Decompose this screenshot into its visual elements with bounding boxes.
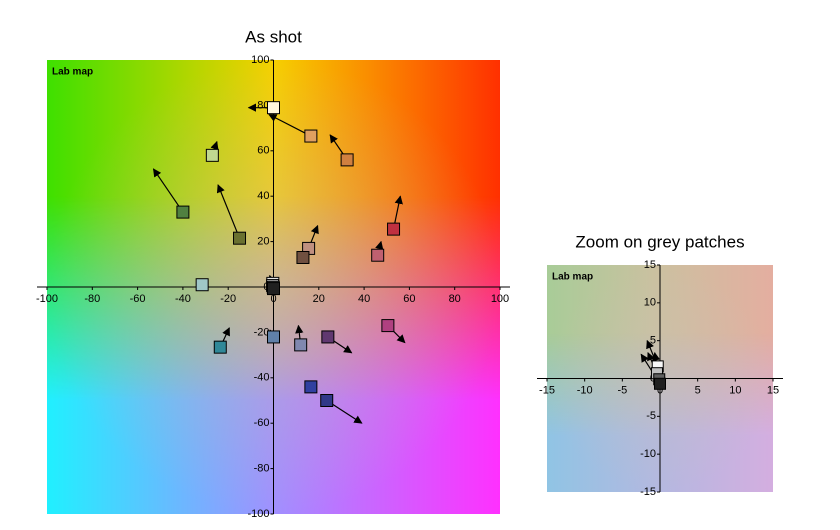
x-tick-label: 80 — [449, 293, 461, 305]
patch — [320, 394, 334, 407]
patch — [205, 148, 219, 162]
patch — [294, 338, 308, 352]
x-tick-label: -10 — [577, 384, 593, 396]
x-tick-label: -40 — [175, 293, 191, 305]
y-tick-label: 40 — [257, 190, 269, 202]
x-tick-label: 5 — [695, 384, 701, 396]
x-tick-label: -5 — [617, 384, 627, 396]
y-tick-label: -60 — [254, 417, 270, 429]
x-tick-label: 100 — [491, 293, 509, 305]
patch — [304, 380, 318, 394]
x-tick-label: -20 — [220, 293, 236, 305]
patch — [195, 278, 209, 292]
patch — [267, 282, 280, 296]
plot-label: Lab map — [552, 272, 593, 283]
y-tick-label: -40 — [254, 372, 270, 384]
x-tick-label: 0 — [270, 293, 276, 305]
y-tick-label: -100 — [247, 508, 269, 520]
y-tick-label: 15 — [644, 259, 656, 271]
patch — [267, 330, 280, 344]
y-tick-label: 60 — [257, 145, 269, 157]
patch — [654, 377, 666, 390]
x-tick-label: -15 — [539, 384, 555, 396]
y-tick-label: 5 — [650, 335, 656, 347]
chart-title: As shot — [245, 27, 302, 46]
shift-arrow — [216, 184, 241, 239]
x-tick-label: 20 — [313, 293, 325, 305]
patch — [381, 319, 395, 333]
patch — [213, 340, 227, 354]
y-tick-label: 100 — [251, 54, 269, 66]
y-tick-label: -10 — [640, 448, 656, 460]
y-tick-label: 20 — [257, 236, 269, 248]
y-tick-label: -20 — [254, 326, 270, 338]
patch — [304, 129, 318, 143]
chart-title: Zoom on grey patches — [575, 232, 744, 251]
patch — [321, 330, 335, 344]
x-tick-label: 0 — [657, 384, 663, 396]
x-tick-label: 40 — [358, 293, 370, 305]
y-tick-label: -15 — [640, 486, 656, 498]
y-tick-label: 80 — [257, 99, 269, 111]
patch — [233, 231, 247, 245]
y-tick-label: 10 — [644, 297, 656, 309]
y-tick-label: -5 — [646, 410, 656, 422]
patch — [387, 222, 401, 236]
patch — [176, 205, 190, 219]
patch — [296, 250, 310, 264]
patch — [267, 101, 280, 115]
patch — [371, 248, 385, 262]
plot-label: Lab map — [52, 67, 93, 78]
x-tick-label: -100 — [36, 293, 58, 305]
x-tick-label: -80 — [84, 293, 100, 305]
x-tick-label: -60 — [130, 293, 146, 305]
shift-arrow — [268, 113, 312, 137]
x-tick-label: 60 — [403, 293, 415, 305]
x-tick-label: 10 — [729, 384, 741, 396]
patch — [340, 153, 354, 167]
x-tick-label: 15 — [767, 384, 779, 396]
shift-arrow — [152, 168, 184, 213]
y-tick-label: -80 — [254, 463, 270, 475]
